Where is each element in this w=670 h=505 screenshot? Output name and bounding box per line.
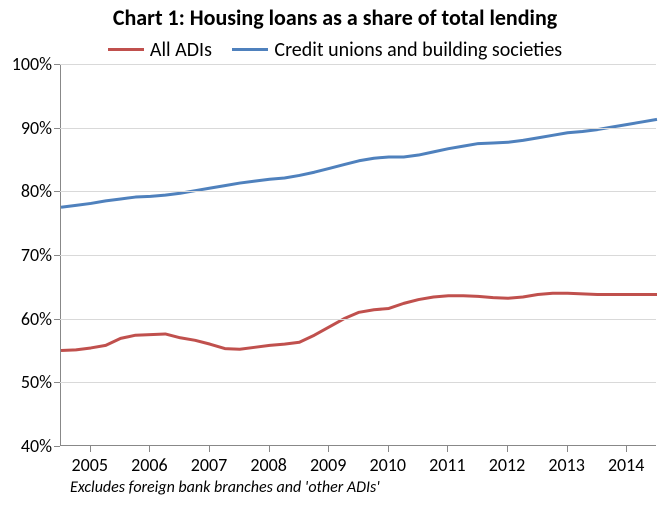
y-tick-mark xyxy=(54,446,60,447)
chart-legend: All ADIs Credit unions and building soci… xyxy=(0,33,670,62)
y-tick-label: 60% xyxy=(0,308,52,330)
gridline xyxy=(60,319,656,320)
chart-title: Chart 1: Housing loans as a share of tot… xyxy=(0,4,670,31)
legend-label-cubs: Credit unions and building societies xyxy=(274,38,562,62)
x-tick-label: 2013 xyxy=(548,454,585,476)
x-tick-mark xyxy=(447,446,448,452)
y-tick-mark xyxy=(54,255,60,256)
chart-container: Chart 1: Housing loans as a share of tot… xyxy=(0,0,670,505)
x-tick-label: 2014 xyxy=(608,454,645,476)
y-tick-label: 90% xyxy=(0,117,52,139)
x-tick-mark xyxy=(567,446,568,452)
x-tick-mark xyxy=(209,446,210,452)
y-tick-label: 40% xyxy=(0,435,52,457)
y-tick-mark xyxy=(54,319,60,320)
legend-swatch-cubs xyxy=(232,48,268,51)
x-tick-label: 2012 xyxy=(489,454,526,476)
legend-item-cubs: Credit unions and building societies xyxy=(232,38,562,62)
line-all-adis xyxy=(61,293,657,350)
legend-swatch-all-adis xyxy=(108,48,144,51)
gridline xyxy=(60,191,656,192)
x-tick-mark xyxy=(90,446,91,452)
chart-footnote: Excludes foreign bank branches and 'othe… xyxy=(70,478,380,497)
y-tick-label: 50% xyxy=(0,371,52,393)
y-tick-label: 80% xyxy=(0,180,52,202)
x-tick-mark xyxy=(149,446,150,452)
x-tick-mark xyxy=(507,446,508,452)
y-tick-mark xyxy=(54,191,60,192)
line-cubs xyxy=(61,119,657,207)
y-tick-mark xyxy=(54,64,60,65)
y-tick-label: 100% xyxy=(0,53,52,75)
x-tick-label: 2006 xyxy=(131,454,168,476)
gridline xyxy=(60,255,656,256)
y-tick-mark xyxy=(54,382,60,383)
x-tick-label: 2008 xyxy=(250,454,287,476)
x-tick-label: 2009 xyxy=(310,454,347,476)
x-tick-label: 2005 xyxy=(72,454,109,476)
legend-label-all-adis: All ADIs xyxy=(150,38,212,62)
x-tick-mark xyxy=(269,446,270,452)
gridline xyxy=(60,64,656,65)
x-tick-label: 2011 xyxy=(429,454,466,476)
gridline xyxy=(60,382,656,383)
x-tick-mark xyxy=(388,446,389,452)
legend-item-all-adis: All ADIs xyxy=(108,38,212,62)
x-tick-mark xyxy=(328,446,329,452)
x-tick-label: 2010 xyxy=(370,454,407,476)
gridline xyxy=(60,128,656,129)
x-tick-mark xyxy=(626,446,627,452)
y-tick-label: 70% xyxy=(0,244,52,266)
y-tick-mark xyxy=(54,128,60,129)
x-tick-label: 2007 xyxy=(191,454,228,476)
